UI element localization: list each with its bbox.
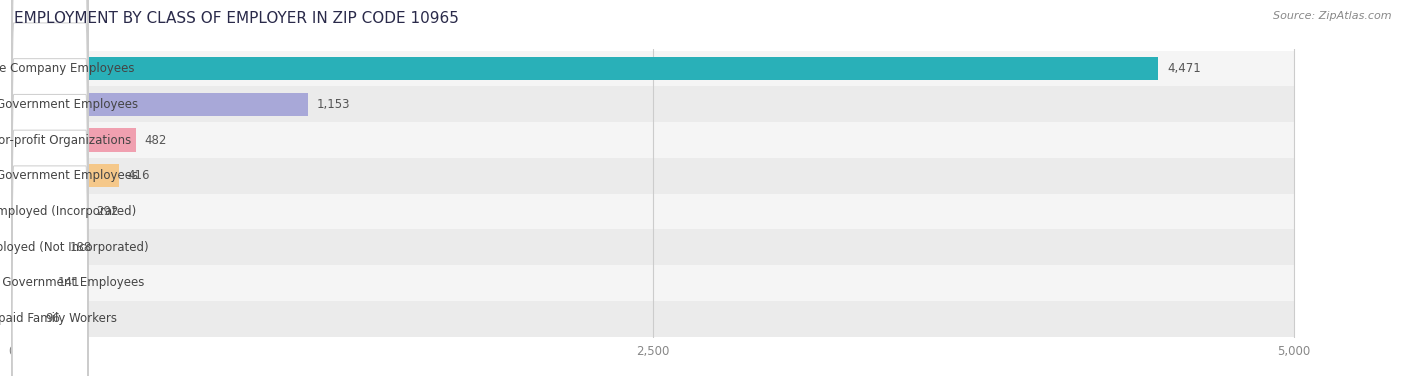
Text: 141: 141 [58, 276, 80, 290]
Bar [13, 229, 1294, 265]
Text: Source: ZipAtlas.com: Source: ZipAtlas.com [1274, 11, 1392, 21]
FancyBboxPatch shape [11, 0, 89, 221]
FancyBboxPatch shape [11, 130, 89, 376]
Text: 482: 482 [145, 133, 167, 147]
FancyBboxPatch shape [11, 59, 89, 364]
Text: 416: 416 [128, 169, 150, 182]
Bar [13, 92, 308, 116]
Bar [13, 86, 1294, 122]
Bar [13, 265, 1294, 301]
Text: Unpaid Family Workers: Unpaid Family Workers [0, 312, 117, 325]
Text: EMPLOYMENT BY CLASS OF EMPLOYER IN ZIP CODE 10965: EMPLOYMENT BY CLASS OF EMPLOYER IN ZIP C… [14, 11, 458, 26]
FancyBboxPatch shape [11, 0, 89, 257]
Bar [13, 307, 37, 331]
FancyBboxPatch shape [11, 0, 89, 293]
Bar [13, 301, 1294, 337]
FancyBboxPatch shape [11, 94, 89, 376]
Text: 96: 96 [46, 312, 60, 325]
Text: State Government Employees: State Government Employees [0, 169, 138, 182]
Text: Self-Employed (Not Incorporated): Self-Employed (Not Incorporated) [0, 241, 149, 254]
Text: Local Government Employees: Local Government Employees [0, 98, 138, 111]
Text: Federal Government Employees: Federal Government Employees [0, 276, 145, 290]
Bar [13, 57, 1159, 80]
FancyBboxPatch shape [11, 166, 89, 376]
Text: Self-Employed (Incorporated): Self-Employed (Incorporated) [0, 205, 136, 218]
Bar [13, 129, 136, 152]
Bar [13, 194, 1294, 229]
Text: 188: 188 [69, 241, 91, 254]
Bar [13, 158, 1294, 194]
Text: 1,153: 1,153 [316, 98, 350, 111]
Text: 4,471: 4,471 [1167, 62, 1201, 75]
Text: Not-for-profit Organizations: Not-for-profit Organizations [0, 133, 131, 147]
Bar [13, 200, 87, 223]
Text: 292: 292 [96, 205, 118, 218]
FancyBboxPatch shape [11, 23, 89, 329]
Bar [13, 236, 60, 259]
Text: Private Company Employees: Private Company Employees [0, 62, 135, 75]
Bar [13, 122, 1294, 158]
Bar [13, 271, 48, 295]
Bar [13, 164, 118, 187]
Bar [13, 51, 1294, 86]
